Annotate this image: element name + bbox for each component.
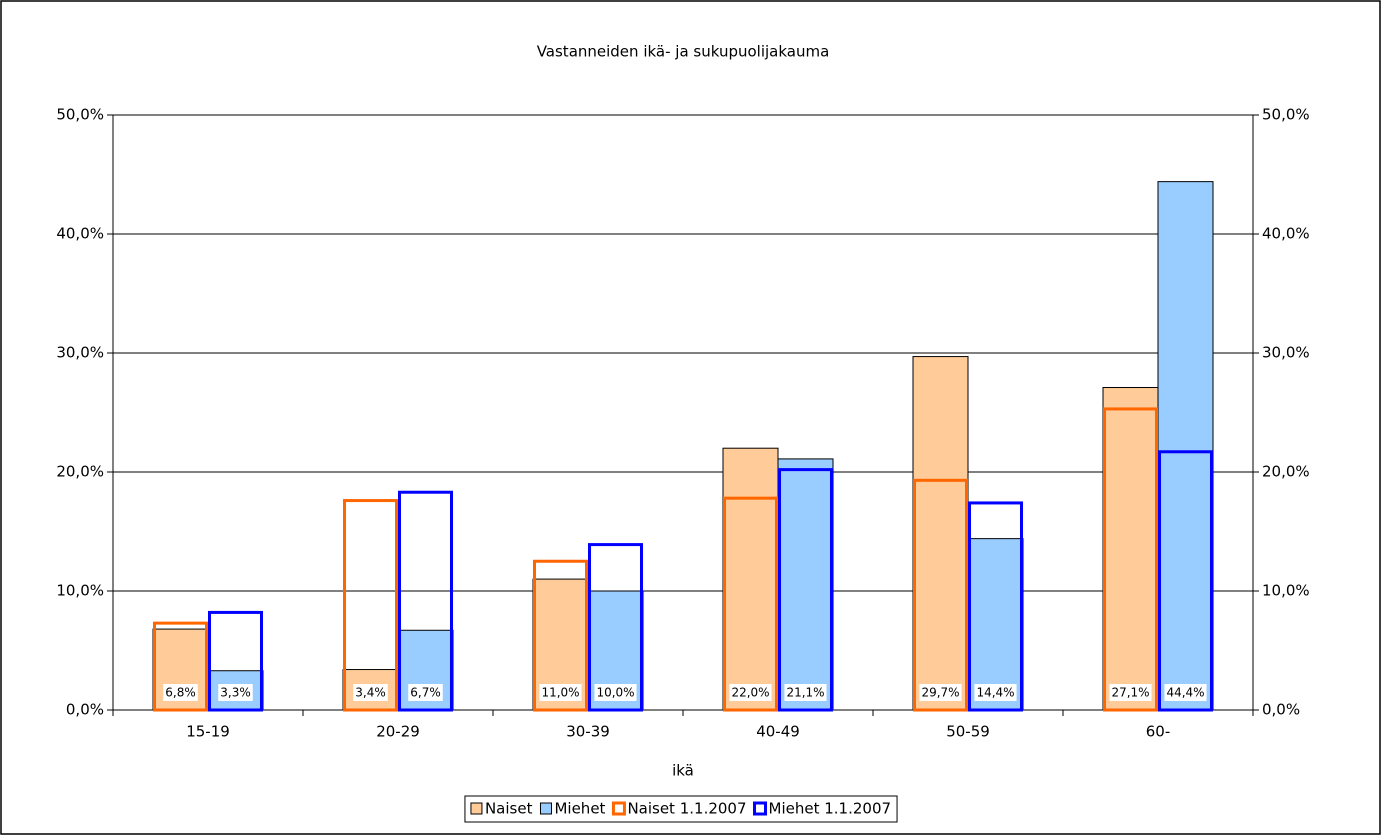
value-label-bg	[353, 684, 388, 701]
legend-label: Naiset 1.1.2007	[627, 800, 746, 818]
x-tick-label: 60-	[1146, 723, 1171, 741]
legend	[464, 795, 898, 823]
x-tick-label: 50-59	[946, 723, 990, 741]
value-label: 22,0%	[731, 686, 769, 700]
value-label-bg	[218, 684, 253, 701]
legend-label: Naiset	[485, 800, 533, 818]
value-label: 6,7%	[410, 686, 441, 700]
outline-bar	[1103, 407, 1158, 712]
value-label: 10,0%	[596, 686, 634, 700]
value-label-bg	[784, 684, 827, 701]
value-label-bg	[919, 684, 962, 701]
value-label: 21,1%	[786, 686, 824, 700]
outline-bar	[913, 478, 968, 712]
y-tick-label: 30,0%	[56, 344, 104, 362]
bar	[1157, 181, 1214, 711]
bar	[967, 538, 1024, 711]
value-label: 14,4%	[976, 686, 1014, 700]
value-label-bg	[539, 684, 582, 701]
outline-bar	[1158, 450, 1213, 712]
value-label-bg	[408, 684, 443, 701]
y2-tick-label: 20,0%	[1262, 463, 1310, 481]
bar	[1102, 387, 1159, 711]
value-label-bg	[594, 684, 637, 701]
legend-label: Miehet	[554, 800, 605, 818]
outline-bar	[968, 501, 1023, 712]
outline-bar	[208, 610, 263, 712]
value-label: 44,4%	[1166, 686, 1204, 700]
y-tick-label: 50,0%	[56, 106, 104, 124]
value-label-bg	[1109, 684, 1152, 701]
x-tick-label: 30-39	[566, 723, 610, 741]
y-tick-label: 0,0%	[66, 701, 104, 719]
bar	[912, 356, 969, 711]
outline-bar	[723, 496, 778, 712]
legend-swatch	[753, 801, 768, 816]
outline-bar	[533, 559, 588, 712]
value-label: 3,3%	[220, 686, 251, 700]
y2-tick-label: 10,0%	[1262, 582, 1310, 600]
legend-swatch	[470, 802, 483, 815]
chart-title: Vastanneiden ikä- ja sukupuolijakauma	[537, 43, 830, 61]
y-tick-label: 10,0%	[56, 582, 104, 600]
value-label: 6,8%	[165, 686, 196, 700]
x-axis-label: ikä	[672, 762, 694, 780]
value-label-bg	[1164, 684, 1207, 701]
value-label-bg	[163, 684, 198, 701]
value-label: 27,1%	[1111, 686, 1149, 700]
outline-bar	[343, 499, 398, 712]
outline-bar	[398, 490, 453, 712]
outline-bar	[588, 543, 643, 712]
y-tick-label: 20,0%	[56, 463, 104, 481]
x-tick-label: 20-29	[376, 723, 420, 741]
legend-swatch	[539, 802, 552, 815]
value-label-bg	[729, 684, 772, 701]
value-label: 11,0%	[541, 686, 579, 700]
legend-swatch	[611, 801, 626, 816]
y2-tick-label: 0,0%	[1262, 701, 1300, 719]
y2-tick-label: 50,0%	[1262, 106, 1310, 124]
bar	[777, 458, 834, 711]
value-label-bg	[974, 684, 1017, 701]
value-label: 3,4%	[355, 686, 386, 700]
y2-tick-label: 30,0%	[1262, 344, 1310, 362]
bar	[722, 447, 779, 711]
y2-tick-label: 40,0%	[1262, 225, 1310, 243]
legend-label: Miehet 1.1.2007	[769, 800, 892, 818]
y-tick-label: 40,0%	[56, 225, 104, 243]
x-tick-label: 15-19	[186, 723, 230, 741]
outline-bar	[153, 621, 208, 712]
outline-bar	[778, 468, 833, 712]
value-label: 29,7%	[921, 686, 959, 700]
x-tick-label: 40-49	[756, 723, 800, 741]
